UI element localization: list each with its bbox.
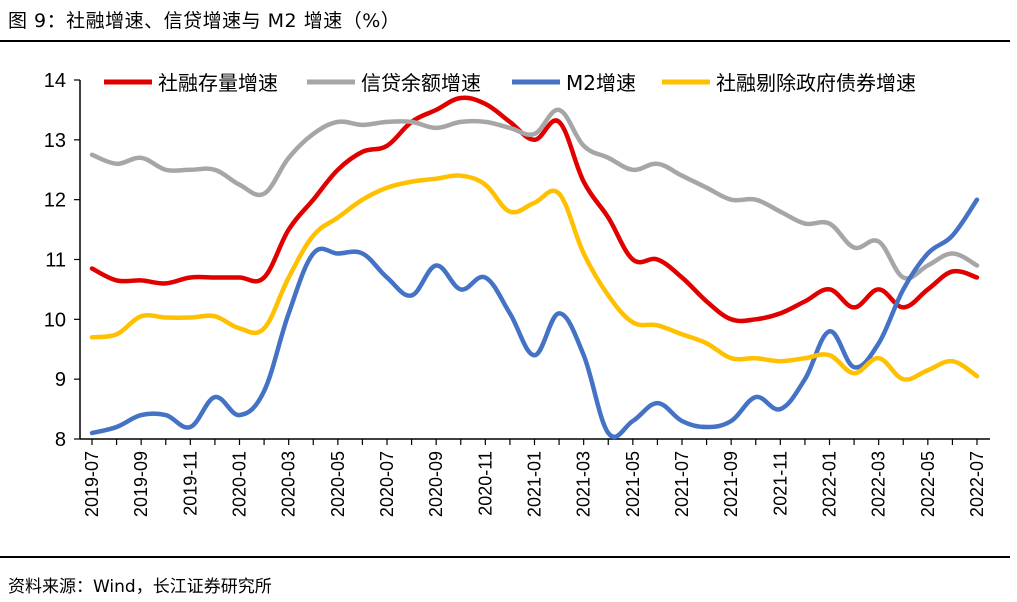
x-tick-label: 2021-03 (574, 451, 594, 517)
source-note: 资料来源：Wind，长江证券研究所 (8, 577, 272, 597)
series-line-2 (89, 107, 980, 281)
x-tick-label: 2021-01 (525, 451, 545, 517)
x-tick-label: 2021-07 (672, 451, 692, 517)
y-tick-label: 13 (44, 130, 66, 152)
chart-axes: 8 9 10 11 12 13 14 2019-07 2019-09 2019-11 2020-01… (44, 70, 990, 517)
top-rule (0, 40, 1010, 42)
x-tick-label: 2022-05 (918, 451, 938, 517)
y-tick-label: 8 (55, 429, 66, 451)
y-tick-label: 11 (45, 250, 66, 272)
x-tick-label: 2022-01 (820, 451, 840, 517)
x-tick-label: 2019-07 (82, 451, 102, 517)
bottom-rule (0, 556, 1010, 558)
x-tick-label: 2019-11 (180, 451, 200, 516)
x-tick-label: 2020-05 (328, 451, 348, 517)
y-tick-label: 14 (44, 70, 66, 92)
x-tick-label: 2020-01 (230, 451, 250, 517)
x-tick-label: 2020-09 (426, 451, 446, 517)
chart-series-layer (89, 95, 980, 440)
series-line-3 (89, 197, 980, 440)
x-tick-label: 2022-07 (967, 451, 987, 517)
legend-label-4: 社融剔除政府债券增速 (716, 71, 916, 95)
y-tick-label: 9 (55, 369, 66, 391)
y-tick-label: 10 (44, 309, 66, 331)
x-tick-label: 2021-11 (770, 451, 790, 516)
legend-label-3: M2增速 (566, 71, 636, 95)
x-tick-label: 2020-11 (475, 451, 495, 516)
x-tick-label: 2021-05 (623, 451, 643, 517)
legend-label-2: 信贷余额增速 (361, 71, 481, 95)
legend-label-1: 社融存量增速 (158, 71, 278, 95)
x-tick-label: 2020-03 (279, 451, 299, 517)
y-tick-label: 12 (44, 190, 66, 212)
figure-title: 图 9：社融增速、信贷增速与 M2 增速（%） (8, 10, 401, 32)
x-tick-label: 2020-07 (377, 451, 397, 517)
series-line-1 (89, 95, 980, 324)
chart-legend: 社融存量增速 信贷余额增速 M2增速 社融剔除政府债券增速 (104, 71, 916, 95)
x-tick-label: 2019-09 (131, 451, 151, 517)
series-line-4 (89, 173, 980, 382)
x-tick-label: 2022-03 (869, 451, 889, 517)
x-tick-label: 2021-09 (721, 451, 741, 517)
